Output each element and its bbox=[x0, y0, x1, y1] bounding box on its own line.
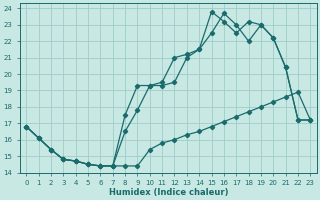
X-axis label: Humidex (Indice chaleur): Humidex (Indice chaleur) bbox=[108, 188, 228, 197]
